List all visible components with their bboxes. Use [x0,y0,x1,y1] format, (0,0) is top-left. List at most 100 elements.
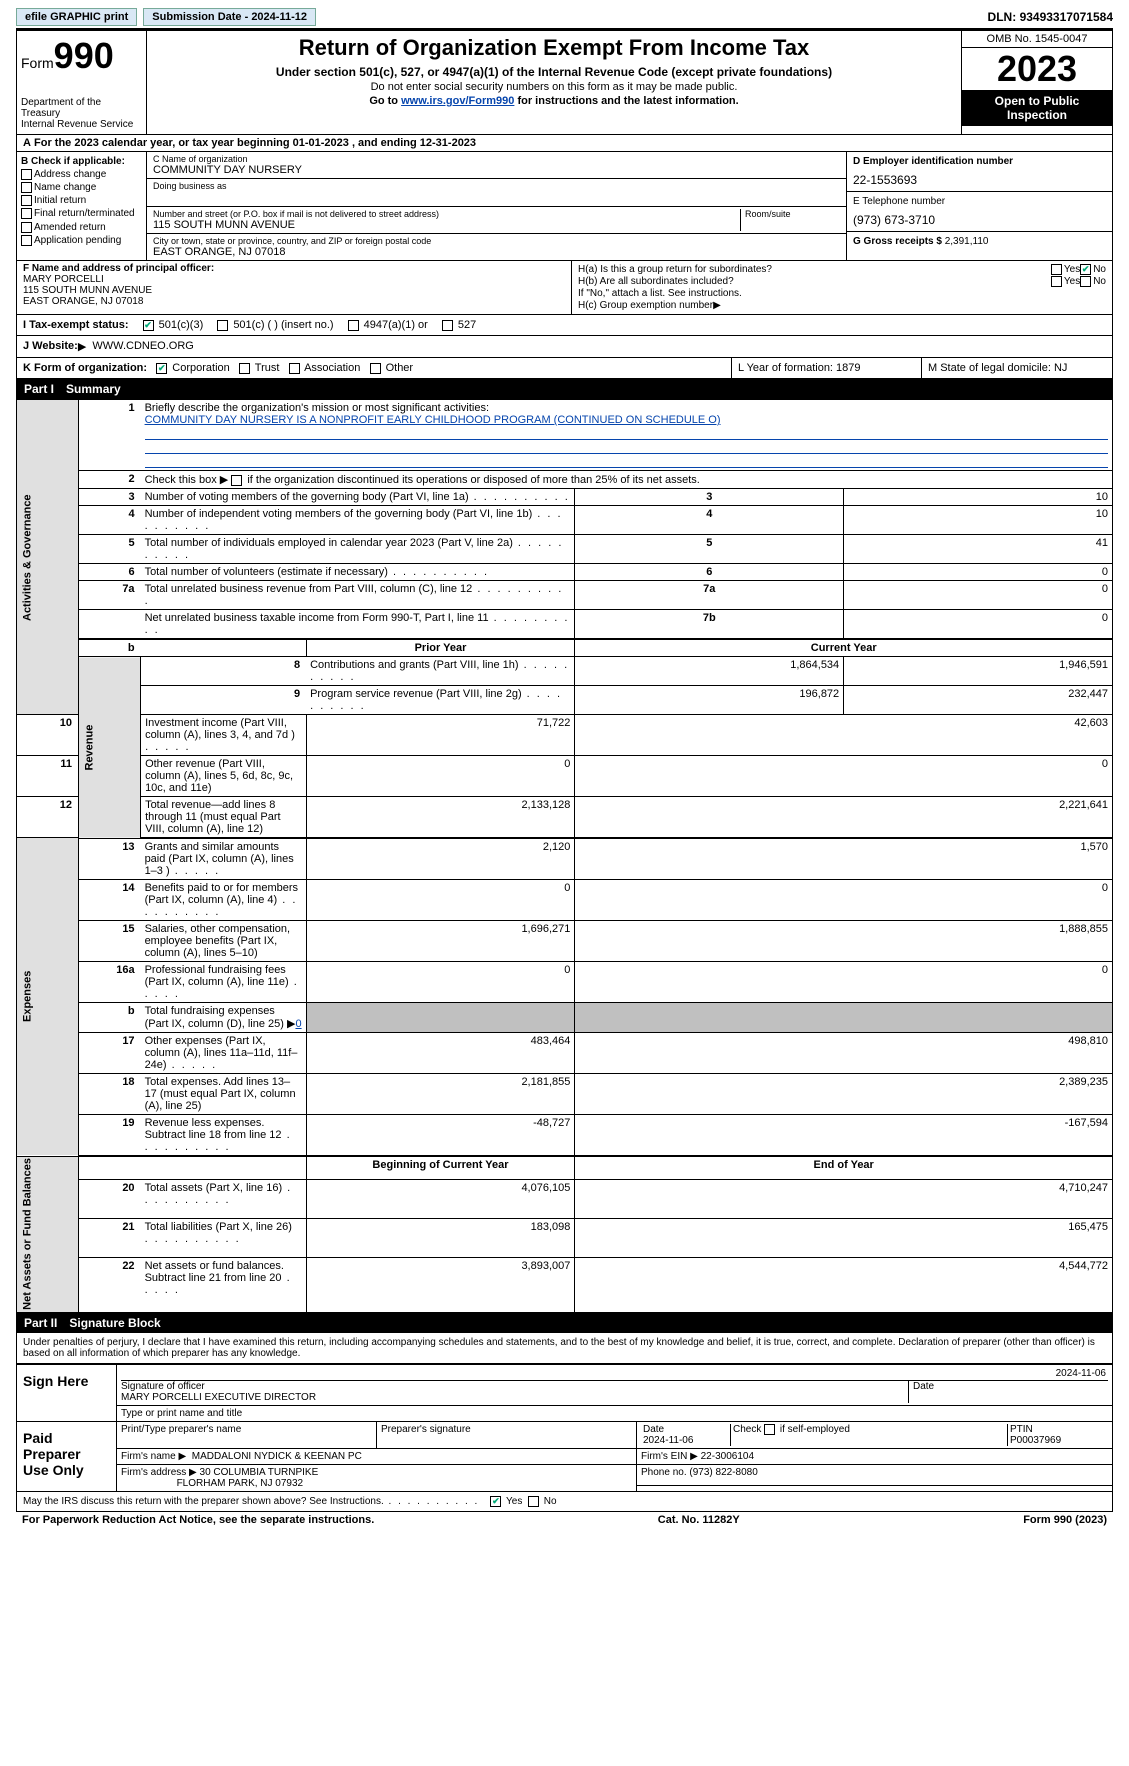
header-mid: Return of Organization Exempt From Incom… [147,31,962,134]
cb-501c[interactable] [217,320,228,331]
c8: 1,946,591 [844,657,1113,686]
cb-address-change[interactable] [21,169,32,180]
col-d-ein-phone: D Employer identification number22-15536… [847,152,1112,260]
cb-other[interactable] [370,363,381,374]
firm-name-label: Firm's name [121,1451,176,1462]
part2-label: Part II [24,1316,57,1330]
line16a: Professional fundraising fees (Part IX, … [141,962,307,1003]
cb-hb-yes[interactable] [1051,276,1062,287]
header-right: OMB No. 1545-0047 2023 Open to Public In… [962,31,1112,134]
gross-label: G Gross receipts $ [853,236,942,247]
c21: 165,475 [575,1219,1113,1258]
p11: 0 [306,756,575,797]
form-ssn-notice: Do not enter social security numbers on … [155,81,953,93]
cb-ha-no[interactable] [1080,264,1091,275]
p18: 2,181,855 [306,1074,575,1115]
line2: Check this box ▶ if the organization dis… [145,474,700,486]
cb-initial-return[interactable] [21,195,32,206]
eoy-hdr: End of Year [575,1156,1113,1180]
name-title-label: Type or print name and title [117,1406,1113,1422]
org-name: COMMUNITY DAY NURSERY [153,164,840,176]
cb-self-employed[interactable] [764,1424,775,1435]
c20: 4,710,247 [575,1180,1113,1219]
p12: 2,133,128 [306,797,575,839]
cb-amended-return[interactable] [21,222,32,233]
form-label: Form [21,55,54,71]
firm-addr1: 30 COLUMBIA TURNPIKE [200,1467,319,1478]
submission-date-label: Submission Date - 2024-11-12 [143,8,316,26]
summary-table: Activities & Governance 1 Briefly descri… [16,399,1113,1313]
page-footer: For Paperwork Reduction Act Notice, see … [16,1512,1113,1528]
c19: -167,594 [575,1115,1113,1157]
website-row: J Website: ▶ WWW.CDNEO.ORG [16,336,1113,358]
hc-label: H(c) Group exemption number [578,300,713,311]
vhdr-netassets: Net Assets or Fund Balances [17,1156,79,1313]
part1-title: Summary [66,382,121,396]
cb-discuss-no[interactable] [528,1496,539,1507]
line5: Total number of individuals employed in … [141,535,575,564]
b-label: B Check if applicable: [21,156,125,167]
c14: 0 [575,880,1113,921]
tax-period: A For the 2023 calendar year, or tax yea… [16,135,1113,152]
website: WWW.CDNEO.ORG [92,340,193,353]
p10: 71,722 [306,715,575,756]
hb2-label: If "No," attach a list. See instructions… [578,288,742,299]
efile-print-button[interactable]: efile GRAPHIC print [16,8,137,26]
dba-label: Doing business as [153,181,840,191]
officer-title: MARY PORCELLI EXECUTIVE DIRECTOR [121,1392,316,1403]
cb-application-pending[interactable] [21,235,32,246]
cb-corporation[interactable] [156,363,167,374]
street: 115 SOUTH MUNN AVENUE [153,219,740,231]
irs-link[interactable]: www.irs.gov/Form990 [401,95,514,107]
open-to-public: Open to Public Inspection [962,90,1112,126]
cb-association[interactable] [289,363,300,374]
line8: Contributions and grants (Part VIII, lin… [306,657,575,686]
prior-year-hdr: Prior Year [306,639,575,657]
line20: Total assets (Part X, line 16) [141,1180,307,1219]
p19: -48,727 [306,1115,575,1157]
line9: Program service revenue (Part VIII, line… [306,686,575,715]
arrow-icon: ▶ [78,340,86,353]
vhdr-revenue: Revenue [79,657,141,839]
form-number: 990 [54,35,114,76]
p14: 0 [306,880,575,921]
col-c-org-info: C Name of organizationCOMMUNITY DAY NURS… [147,152,847,260]
cb-4947[interactable] [348,320,359,331]
cb-ha-yes[interactable] [1051,264,1062,275]
sig-date: 2024-11-06 [1056,1368,1106,1379]
line7a: Total unrelated business revenue from Pa… [141,581,575,610]
cb-line2[interactable] [231,475,242,486]
paid-preparer-label: Paid Preparer Use Only [17,1422,117,1492]
mission-text: COMMUNITY DAY NURSERY IS A NONPROFIT EAR… [145,414,721,426]
city: EAST ORANGE, NJ 07018 [153,246,840,258]
v5: 41 [844,535,1113,564]
part1-header: Part I Summary [16,379,1113,399]
j-label: J Website: [23,340,78,353]
p9: 196,872 [575,686,844,715]
line1-label: Briefly describe the organization's miss… [145,402,489,414]
signature-declaration: Under penalties of perjury, I declare th… [16,1333,1113,1364]
ha-label: H(a) Is this a group return for subordin… [578,264,1051,275]
firm-addr-label: Firm's address [121,1467,186,1478]
cb-527[interactable] [442,320,453,331]
p13: 2,120 [306,838,575,880]
v3: 10 [844,489,1113,506]
discuss-label: May the IRS discuss this return with the… [23,1496,479,1507]
line22: Net assets or fund balances. Subtract li… [141,1258,307,1313]
line18: Total expenses. Add lines 13–17 (must eq… [141,1074,307,1115]
col-b-checkboxes: B Check if applicable: Address change Na… [17,152,147,260]
sig-label: Signature of officer [121,1381,205,1392]
section-f-h: F Name and address of principal officer:… [16,261,1113,315]
cb-final-return[interactable] [21,208,32,219]
form-ref: Form 990 (2023) [1023,1514,1107,1526]
cb-501c3[interactable] [143,320,154,331]
cb-trust[interactable] [239,363,250,374]
cb-discuss-yes[interactable] [490,1496,501,1507]
signature-table: Sign Here 2024-11-06 Signature of office… [16,1364,1113,1512]
cb-name-change[interactable] [21,182,32,193]
state-domicile: M State of legal domicile: NJ [922,358,1112,378]
c11: 0 [575,756,1113,797]
p20: 4,076,105 [306,1180,575,1219]
cb-hb-no[interactable] [1080,276,1091,287]
i-label: I Tax-exempt status: [23,319,129,331]
